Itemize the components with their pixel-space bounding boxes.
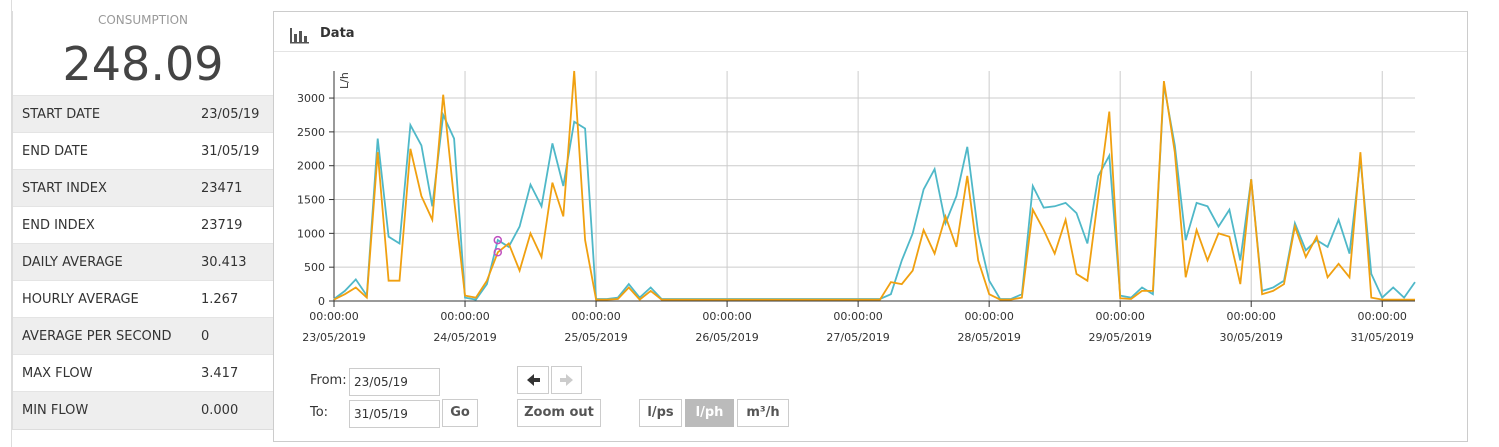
next-button[interactable] xyxy=(551,366,582,394)
stats-row: END DATE 31/05/19 xyxy=(13,132,273,170)
stats-row: HOURLY AVERAGE 1.267 xyxy=(13,280,273,318)
x-tick-label: 28/05/2019 xyxy=(957,331,1020,344)
x-tick-label: 30/05/2019 xyxy=(1220,331,1283,344)
x-tick-label: 27/05/2019 xyxy=(826,331,889,344)
stat-value: 23719 xyxy=(201,218,243,233)
sidebar-edge xyxy=(0,0,12,447)
go-button[interactable]: Go xyxy=(442,399,478,427)
data-panel: Data xyxy=(273,11,1468,442)
stat-value: 3.417 xyxy=(201,366,239,381)
prev-button[interactable] xyxy=(517,366,549,394)
stat-value: 0 xyxy=(201,329,210,344)
stat-label: AVERAGE PER SECOND xyxy=(22,329,172,344)
to-label: To: xyxy=(310,405,329,420)
stat-label: MAX FLOW xyxy=(22,366,93,381)
summary-value: 248.09 xyxy=(62,37,224,91)
y-tick-label: 2000 xyxy=(297,160,325,173)
zoom-out-button[interactable]: Zoom out xyxy=(517,399,601,427)
x-tick-label: 00:00:00 xyxy=(702,310,751,323)
stats-row: MIN FLOW 0.000 xyxy=(13,391,273,429)
x-tick-label: 00:00:00 xyxy=(440,310,489,323)
stats-row: START INDEX 23471 xyxy=(13,169,273,207)
divider xyxy=(274,51,1467,52)
x-tick-label: 23/05/2019 xyxy=(302,331,365,344)
arrow-right xyxy=(560,374,573,386)
stat-label: END INDEX xyxy=(22,218,95,233)
y-tick-label: 500 xyxy=(304,261,325,274)
x-tick-label: 24/05/2019 xyxy=(433,331,496,344)
stat-label: DAILY AVERAGE xyxy=(22,255,123,270)
x-tick-label: 00:00:00 xyxy=(309,310,358,323)
stats-row: AVERAGE PER SECOND 0 xyxy=(13,317,273,355)
to-value: 31/05/19 xyxy=(354,407,408,421)
x-tick-label: 00:00:00 xyxy=(833,310,882,323)
stat-value: 31/05/19 xyxy=(201,144,260,159)
stats-row: END INDEX 23719 xyxy=(13,206,273,244)
x-tick-label: 00:00:00 xyxy=(1227,310,1276,323)
y-tick-label: 2500 xyxy=(297,126,325,139)
hover-marker xyxy=(493,235,503,245)
unit-button[interactable]: l/ph xyxy=(685,399,734,427)
to-input[interactable]: 31/05/19 xyxy=(349,400,440,428)
panel-title: Data xyxy=(320,26,355,41)
stat-value: 0.000 xyxy=(201,403,239,418)
y-tick-label: 1000 xyxy=(297,227,325,240)
stat-value: 23/05/19 xyxy=(201,107,260,122)
from-input[interactable]: 23/05/19 xyxy=(349,368,440,396)
from-value: 23/05/19 xyxy=(354,375,408,389)
unit-button[interactable]: l/ps xyxy=(639,399,682,427)
series-line xyxy=(333,70,1415,301)
unit-button[interactable]: m³/h xyxy=(737,399,789,427)
stats-row: MAX FLOW 3.417 xyxy=(13,354,273,392)
x-tick-label: 29/05/2019 xyxy=(1088,331,1151,344)
stats-row: DAILY AVERAGE 30.413 xyxy=(13,243,273,281)
x-tick-label: 00:00:00 xyxy=(571,310,620,323)
stat-value: 1.267 xyxy=(201,292,239,307)
x-tick-label: 26/05/2019 xyxy=(695,331,758,344)
stat-label: START INDEX xyxy=(22,181,107,196)
stat-label: START DATE xyxy=(22,107,101,122)
stat-label: MIN FLOW xyxy=(22,403,89,418)
stat-value: 23471 xyxy=(201,181,243,196)
chart-icon xyxy=(290,28,309,44)
stat-value: 30.413 xyxy=(201,255,247,270)
chart: 0 500 1000 1500 2000 2500 3000 00:00:00 23/05/20… xyxy=(297,70,1416,344)
summary-label: CONSUMPTION xyxy=(97,13,189,27)
stat-label: HOURLY AVERAGE xyxy=(22,292,139,307)
x-tick-label: 00:00:00 xyxy=(1358,310,1407,323)
x-tick-label: 25/05/2019 xyxy=(564,331,627,344)
summary-panel: CONSUMPTION 248.09 START DATE 23/05/19 END… xyxy=(12,11,274,430)
y-tick-label: 3000 xyxy=(297,92,325,105)
y-tick-label: 1500 xyxy=(297,194,325,207)
y-tick-label: 0 xyxy=(318,295,325,308)
y-axis-label: L/h xyxy=(338,72,351,89)
arrow-left xyxy=(527,374,540,386)
x-tick-label: 00:00:00 xyxy=(964,310,1013,323)
x-tick-label: 00:00:00 xyxy=(1095,310,1144,323)
hover-marker xyxy=(493,248,503,257)
x-tick-label: 31/05/2019 xyxy=(1351,331,1414,344)
stat-label: END DATE xyxy=(22,144,88,159)
from-label: From: xyxy=(310,373,347,388)
stats-row: START DATE 23/05/19 xyxy=(13,95,273,133)
